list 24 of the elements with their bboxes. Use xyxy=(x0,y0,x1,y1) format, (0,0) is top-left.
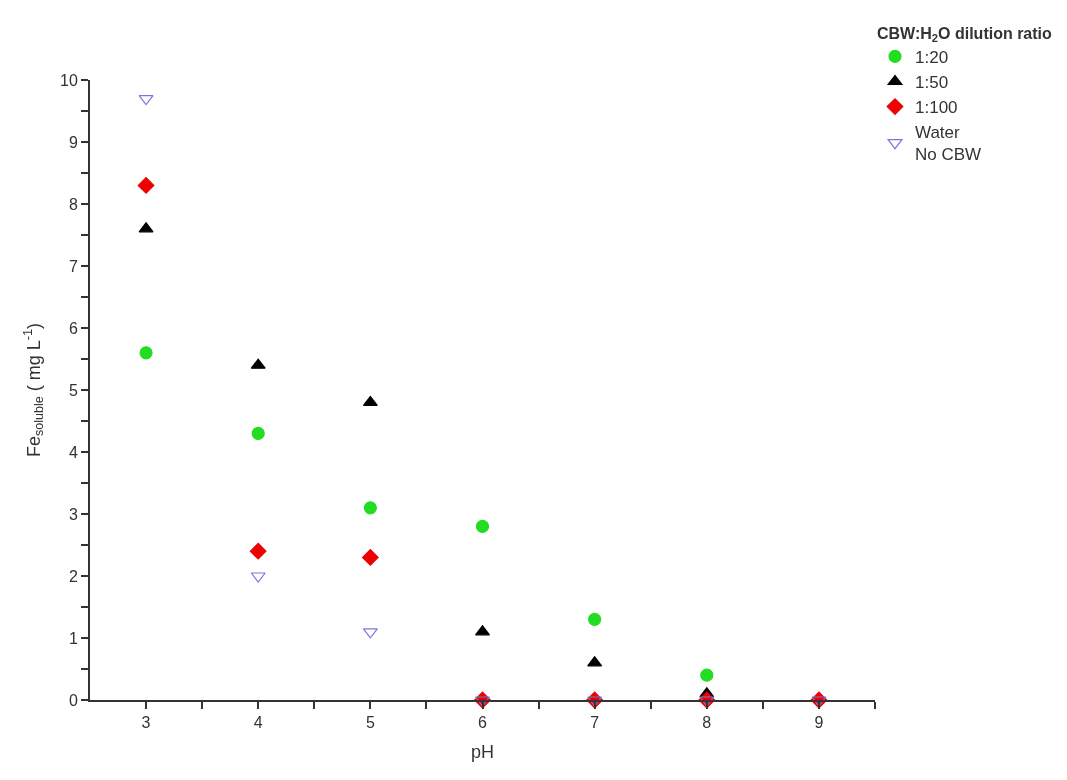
legend-label: 1:50 xyxy=(915,73,949,93)
x-tick-label: 8 xyxy=(702,714,712,732)
x-axis-title: pH xyxy=(470,741,495,762)
y-tick-label: 1 xyxy=(68,629,78,647)
y-tick-label: 5 xyxy=(68,381,78,399)
legend-label: Water No CBW xyxy=(915,123,982,165)
legend-label: 1:100 xyxy=(915,98,958,118)
y-tick-label: 3 xyxy=(68,505,78,523)
x-tick-label: 5 xyxy=(365,714,375,732)
y-tick-label: 4 xyxy=(68,443,78,461)
y-tick-label: 9 xyxy=(68,133,78,151)
x-tick-label: 7 xyxy=(590,714,600,732)
x-tick-label: 9 xyxy=(814,714,824,732)
y-tick-label: 0 xyxy=(68,691,78,709)
y-tick-label: 8 xyxy=(68,195,78,213)
y-tick-label: 6 xyxy=(68,319,78,337)
y-tick-label: 2 xyxy=(68,567,78,585)
legend-label: 1:20 xyxy=(915,47,949,67)
x-tick-label: 6 xyxy=(478,714,488,732)
y-tick-label: 7 xyxy=(68,257,78,275)
x-tick-label: 3 xyxy=(141,714,151,732)
x-tick-label: 4 xyxy=(253,714,263,732)
legend-title: CBW:H$_{2}$O dilution ratio xyxy=(877,24,1053,45)
y-tick-label: 10 xyxy=(60,71,78,89)
